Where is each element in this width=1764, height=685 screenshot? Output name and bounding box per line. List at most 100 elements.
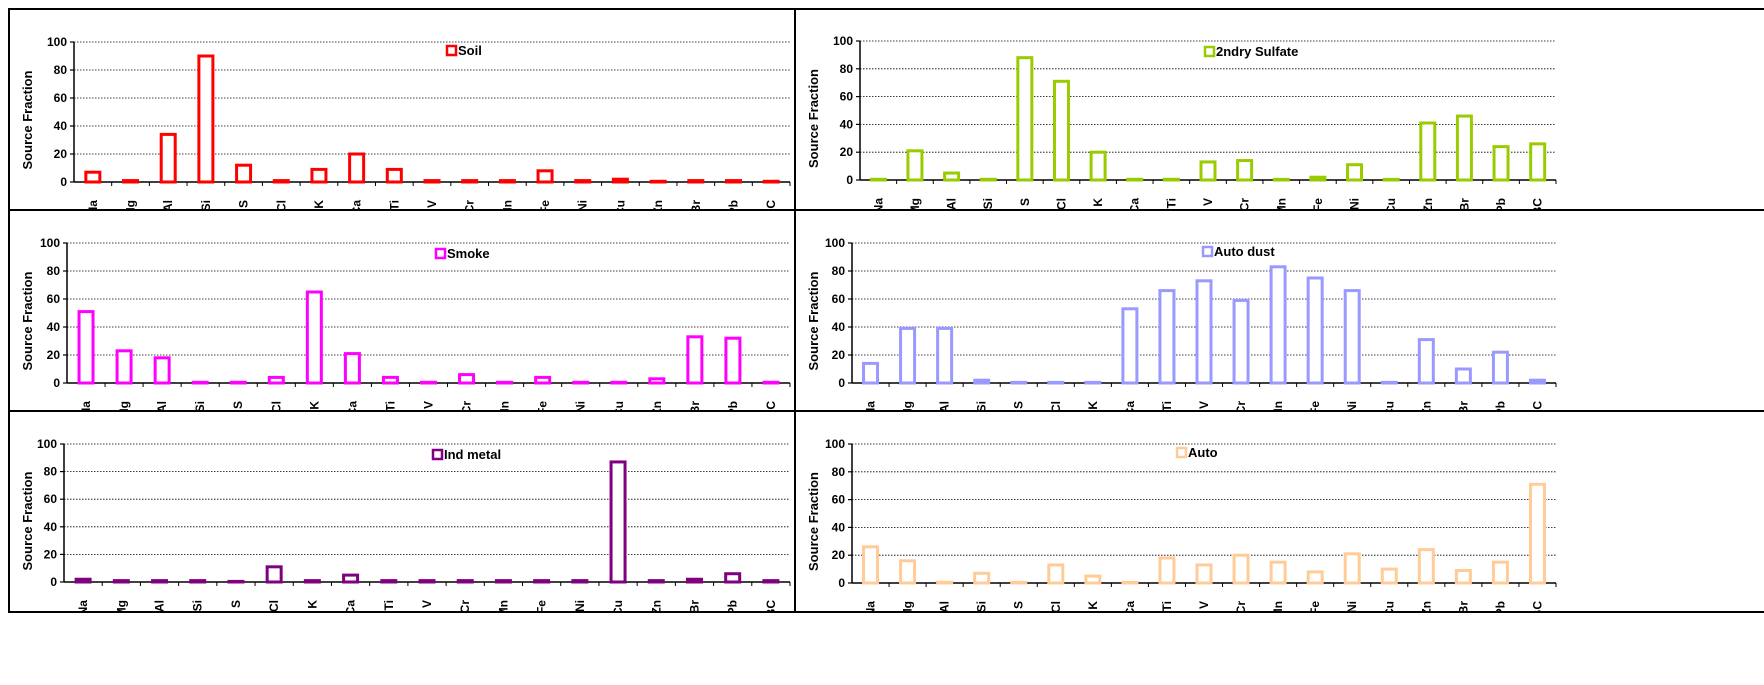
bar-cl bbox=[1052, 79, 1070, 182]
bar-mg bbox=[906, 149, 924, 182]
y-axis-title: Source Fraction bbox=[806, 472, 821, 571]
x-tick-label-ti: Ti bbox=[1160, 601, 1174, 611]
x-tick-label-cl: Cl bbox=[1054, 198, 1068, 209]
y-tick-label: 40 bbox=[44, 520, 58, 534]
x-tick-label-ti: Ti bbox=[1160, 401, 1174, 410]
bar-zn bbox=[647, 579, 665, 584]
bar-v bbox=[1195, 563, 1213, 585]
bar-al bbox=[151, 579, 169, 584]
bar-k bbox=[305, 290, 323, 385]
x-tick-label-si: Si bbox=[975, 401, 989, 410]
x-tick-label-ca: Ca bbox=[1123, 401, 1137, 410]
x-tick-label-k: K bbox=[1086, 601, 1100, 610]
x-tick-label-zn: Zn bbox=[650, 401, 664, 410]
legend-label: Auto dust bbox=[1214, 244, 1275, 259]
bar-pb bbox=[1491, 560, 1509, 585]
x-tick-label-cr: Cr bbox=[458, 600, 472, 611]
bar-cr bbox=[456, 579, 474, 584]
x-tick-label-bc: BC bbox=[1530, 601, 1544, 611]
bar-mg bbox=[115, 349, 133, 385]
bar-fe bbox=[536, 169, 554, 184]
x-tick-label-ti: Ti bbox=[383, 401, 397, 410]
x-tick-label-ca: Ca bbox=[344, 600, 358, 611]
x-tick-label-fe: Fe bbox=[1311, 198, 1325, 209]
bar-s bbox=[1016, 56, 1034, 182]
x-tick-label-cl: Cl bbox=[267, 600, 281, 611]
x-tick-label-bc: BC bbox=[1530, 401, 1544, 410]
bar-ni bbox=[1343, 289, 1361, 385]
x-tick-label-al: Al bbox=[945, 198, 959, 209]
x-tick-label-v: V bbox=[1197, 401, 1211, 409]
bar-ni bbox=[571, 579, 589, 584]
bar-cu bbox=[609, 460, 627, 584]
x-tick-label-al: Al bbox=[938, 401, 952, 410]
y-axis-title: Source Fraction bbox=[20, 471, 35, 570]
y-tick-label: 0 bbox=[846, 173, 853, 187]
chart-svg: 0 20 40 60 80 100 Source Fraction Na Mg Al Si S Cl K C… bbox=[806, 34, 1557, 209]
y-tick-label: 20 bbox=[54, 147, 68, 161]
x-tick-label-bc: BC bbox=[764, 200, 778, 209]
x-tick-label-si: Si bbox=[975, 601, 989, 611]
y-tick-label: 20 bbox=[832, 548, 846, 562]
bar-br bbox=[687, 179, 705, 184]
y-tick-label: 80 bbox=[47, 264, 61, 278]
bar-bc bbox=[762, 579, 780, 584]
legend-swatch bbox=[434, 247, 447, 260]
y-tick-label: 0 bbox=[53, 376, 60, 390]
x-tick-label-bc: BC bbox=[764, 600, 778, 611]
x-tick-label-v: V bbox=[422, 401, 436, 409]
legend-swatch bbox=[431, 448, 444, 461]
bar-na bbox=[84, 170, 102, 184]
y-axis-title: Source Fraction bbox=[806, 69, 821, 168]
bar-bc bbox=[762, 380, 780, 385]
bar-ti bbox=[1162, 177, 1180, 182]
x-tick-label-mn: Mn bbox=[1274, 198, 1288, 209]
x-tick-label-si: Si bbox=[199, 200, 213, 209]
x-tick-label-pb: Pb bbox=[726, 600, 740, 611]
panel-auto-dust: 0 20 40 60 80 100 Source Fraction Na Mg Al Si S Cl K C… bbox=[794, 209, 1764, 412]
x-tick-label-cr: Cr bbox=[460, 401, 474, 410]
x-tick-label-br: Br bbox=[1456, 601, 1470, 611]
y-tick-label: 80 bbox=[832, 264, 846, 278]
x-tick-label-k: K bbox=[305, 600, 319, 609]
x-tick-label-si: Si bbox=[193, 401, 207, 410]
legend-swatch bbox=[1175, 446, 1188, 459]
bar-pb bbox=[1491, 350, 1509, 385]
x-tick-label-na: Na bbox=[76, 600, 90, 611]
y-tick-label: 20 bbox=[832, 348, 846, 362]
bar-mg bbox=[899, 559, 917, 585]
bar-s bbox=[1010, 380, 1028, 385]
bar-cu bbox=[1382, 177, 1400, 182]
y-tick-label: 40 bbox=[840, 117, 854, 131]
x-tick-label-br: Br bbox=[689, 200, 703, 209]
x-tick-label-al: Al bbox=[153, 600, 167, 611]
y-tick-label: 0 bbox=[60, 175, 67, 189]
bar-cr bbox=[458, 373, 476, 385]
legend-swatch bbox=[1201, 245, 1214, 258]
bar-pb bbox=[724, 336, 742, 385]
x-tick-label-k: K bbox=[1091, 198, 1105, 207]
x-tick-label-pb: Pb bbox=[1494, 198, 1508, 209]
bar-si bbox=[979, 177, 997, 182]
x-tick-label-mn: Mn bbox=[1271, 401, 1285, 410]
bar-ti bbox=[385, 167, 403, 184]
bar-al bbox=[153, 356, 171, 385]
x-tick-label-ni: Ni bbox=[576, 200, 590, 209]
x-tick-label-k: K bbox=[307, 401, 321, 410]
x-tick-label-fe: Fe bbox=[536, 401, 550, 410]
bar-pb bbox=[1492, 145, 1510, 182]
chart-svg: 0 20 40 60 80 100 Source Fraction Na Mg Al Si S Cl K C… bbox=[806, 437, 1557, 611]
bar-pb bbox=[724, 572, 742, 584]
x-tick-label-v: V bbox=[420, 600, 434, 608]
bar-br bbox=[686, 335, 704, 385]
bar-br bbox=[1454, 568, 1472, 585]
bar-ca bbox=[348, 152, 366, 184]
chart-svg: 0 20 40 60 80 100 Source Fraction Na Mg Al Si S Cl K C… bbox=[20, 35, 791, 209]
y-axis-title: Source Fraction bbox=[20, 271, 35, 370]
x-tick-label-ni: Ni bbox=[1348, 198, 1362, 209]
bar-al bbox=[936, 326, 954, 385]
bar-si bbox=[197, 54, 215, 184]
x-tick-label-pb: Pb bbox=[1493, 401, 1507, 410]
x-tick-label-cl: Cl bbox=[269, 401, 283, 410]
